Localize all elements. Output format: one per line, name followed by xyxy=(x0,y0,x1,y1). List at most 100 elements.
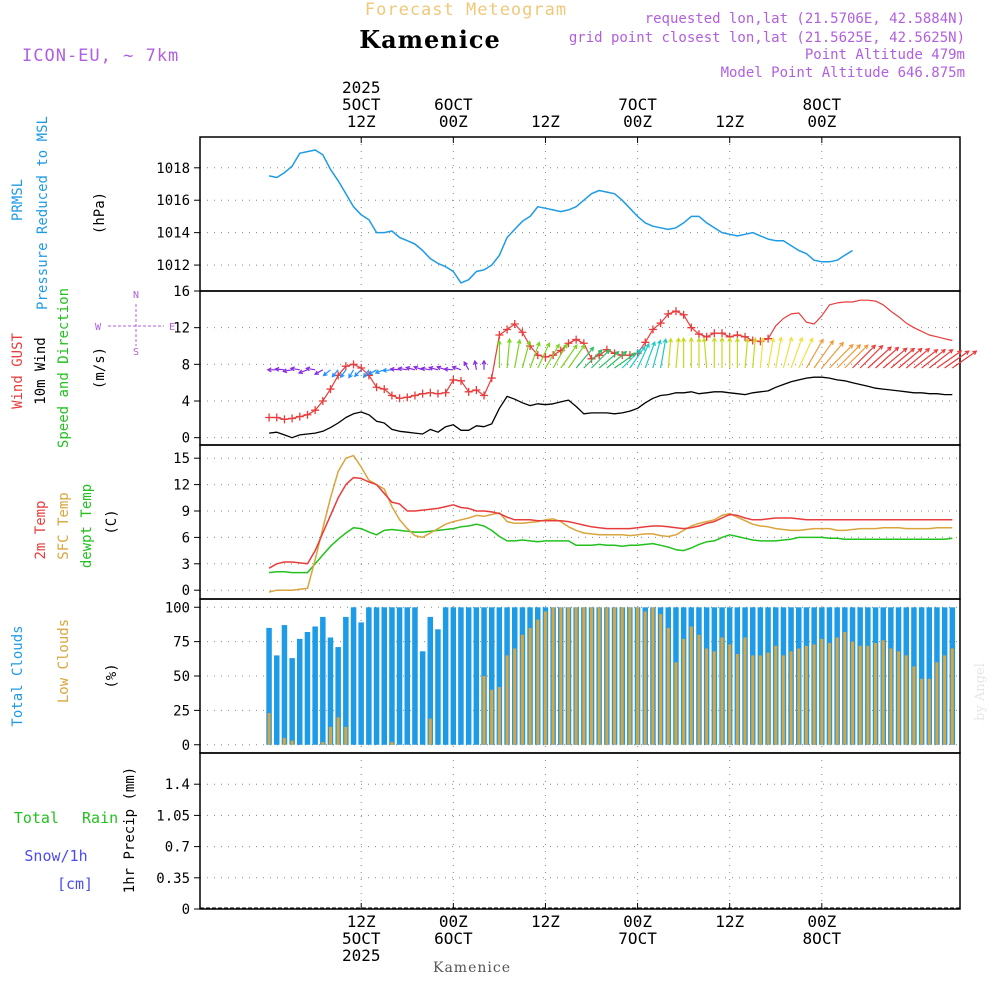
wind-gust-label: Wind GUST xyxy=(10,333,26,409)
low-cloud-bar xyxy=(774,645,778,745)
wind-arrow xyxy=(339,369,347,379)
low-cloud-bar xyxy=(804,645,808,745)
gust-marker xyxy=(648,325,657,334)
total-cloud-bar xyxy=(297,638,303,745)
precip-snow-unit: [cm] xyxy=(57,875,93,893)
gust-marker xyxy=(410,391,419,400)
total-cloud-bar xyxy=(358,622,364,745)
gust-marker xyxy=(718,329,727,338)
gust-marker xyxy=(403,393,412,402)
total-cloud-bar xyxy=(304,632,311,745)
gust-marker xyxy=(326,385,335,394)
low-cloud-bar xyxy=(605,607,609,745)
wind-arrow xyxy=(496,339,502,368)
precip-rain-label: Total Rain xyxy=(14,809,118,827)
gust-marker xyxy=(303,410,312,419)
top-time-label: 8OCT xyxy=(803,95,842,114)
wind-arrow xyxy=(767,337,776,369)
top-time-label: 2025 xyxy=(342,78,381,97)
gust-marker xyxy=(349,360,358,369)
low-cloud-bar xyxy=(520,634,524,745)
low-cloud-bar xyxy=(682,638,686,745)
wind-arrow xyxy=(637,342,650,369)
gust-marker xyxy=(694,330,703,339)
wind-arrow xyxy=(313,369,324,375)
total-cloud-bar xyxy=(312,626,318,745)
wind-ytick-label: 16 xyxy=(173,284,190,300)
bottom-time-label: 12Z xyxy=(715,912,744,931)
total-cloud-bar xyxy=(404,607,410,745)
low-cloud-bar xyxy=(620,607,624,745)
wind-arrow xyxy=(266,367,277,373)
low-cloud-bar xyxy=(543,611,547,745)
wind-ytick-label: 12 xyxy=(173,321,190,337)
low-cloud-bar xyxy=(935,662,939,745)
wind-10m-label: 10m Wind xyxy=(33,337,49,404)
low-cloud-bar xyxy=(551,607,555,745)
wind-arrow xyxy=(875,346,900,369)
gust-marker xyxy=(687,323,696,332)
low-cloud-bar xyxy=(628,607,632,745)
low-cloud-bar xyxy=(866,645,870,745)
wind-arrow xyxy=(629,345,646,369)
low-cloud-bar xyxy=(674,662,678,745)
wind-arrow xyxy=(644,340,656,369)
wind-arrow xyxy=(381,367,392,373)
wind-arrow xyxy=(675,337,681,369)
low-cloud-bar xyxy=(636,607,640,745)
low-cloud-bar xyxy=(812,644,816,745)
gust-marker xyxy=(380,385,389,394)
total-cloud-bar xyxy=(327,637,334,745)
wind-arrow xyxy=(890,347,916,369)
wind-arrow xyxy=(921,348,947,369)
low-cloud-bar xyxy=(789,651,793,745)
total-cloud-bar xyxy=(389,607,395,745)
wind-arrow xyxy=(362,369,370,379)
low-cloud-bar xyxy=(513,648,517,745)
low-cloud-bar xyxy=(559,607,563,745)
temp-ytick-label: 6 xyxy=(182,530,190,546)
gust-marker xyxy=(518,328,527,337)
clouds-ytick-label: 75 xyxy=(173,635,190,651)
gust-marker xyxy=(457,376,466,385)
total-cloud-bar xyxy=(442,607,449,745)
low-cloud-bar xyxy=(329,726,332,745)
clouds-total-label: Total Clouds xyxy=(10,625,26,726)
wind-arrow xyxy=(537,342,551,369)
low-cloud-bar xyxy=(643,611,647,745)
total-cloud-bar xyxy=(435,629,441,745)
gust-marker xyxy=(641,338,650,347)
wind-arrow xyxy=(331,369,339,378)
wind-arrow xyxy=(560,344,578,369)
temp-frame xyxy=(199,444,961,600)
wind-arrow xyxy=(575,346,595,369)
wind-arrow xyxy=(481,359,487,370)
wind-arrow xyxy=(591,349,611,369)
gust-line xyxy=(269,299,953,420)
gust-marker xyxy=(288,414,297,423)
total-cloud-bar xyxy=(274,655,280,745)
low-cloud-bar xyxy=(889,648,893,745)
gust-marker xyxy=(480,391,489,400)
wind-arrow xyxy=(782,336,794,369)
gridpoint-coords: grid point closest lon,lat (21.5625E, 42… xyxy=(569,30,965,46)
bottom-time-label: 6OCT xyxy=(434,929,473,948)
wind-arrow xyxy=(353,369,362,378)
gust-marker xyxy=(280,415,289,424)
gust-marker xyxy=(656,319,665,328)
wind-arrow xyxy=(944,350,970,369)
gust-marker xyxy=(464,387,473,396)
gust-marker xyxy=(710,329,719,338)
pressure-ytick-label: 1016 xyxy=(156,193,190,209)
wind-arrow xyxy=(836,343,862,369)
wind-arrow xyxy=(734,337,740,368)
total-cloud-bar xyxy=(450,607,457,745)
total-cloud-bar xyxy=(926,607,932,745)
gust-marker xyxy=(503,325,512,334)
model-label: ICON-EU, ~ 7km xyxy=(22,46,179,66)
bottom-time-label: 12Z xyxy=(531,912,560,931)
low-cloud-bar xyxy=(666,627,670,745)
total-cloud-bar xyxy=(918,607,925,745)
wind-speed-dir-label: Speed and Direction xyxy=(56,288,72,448)
